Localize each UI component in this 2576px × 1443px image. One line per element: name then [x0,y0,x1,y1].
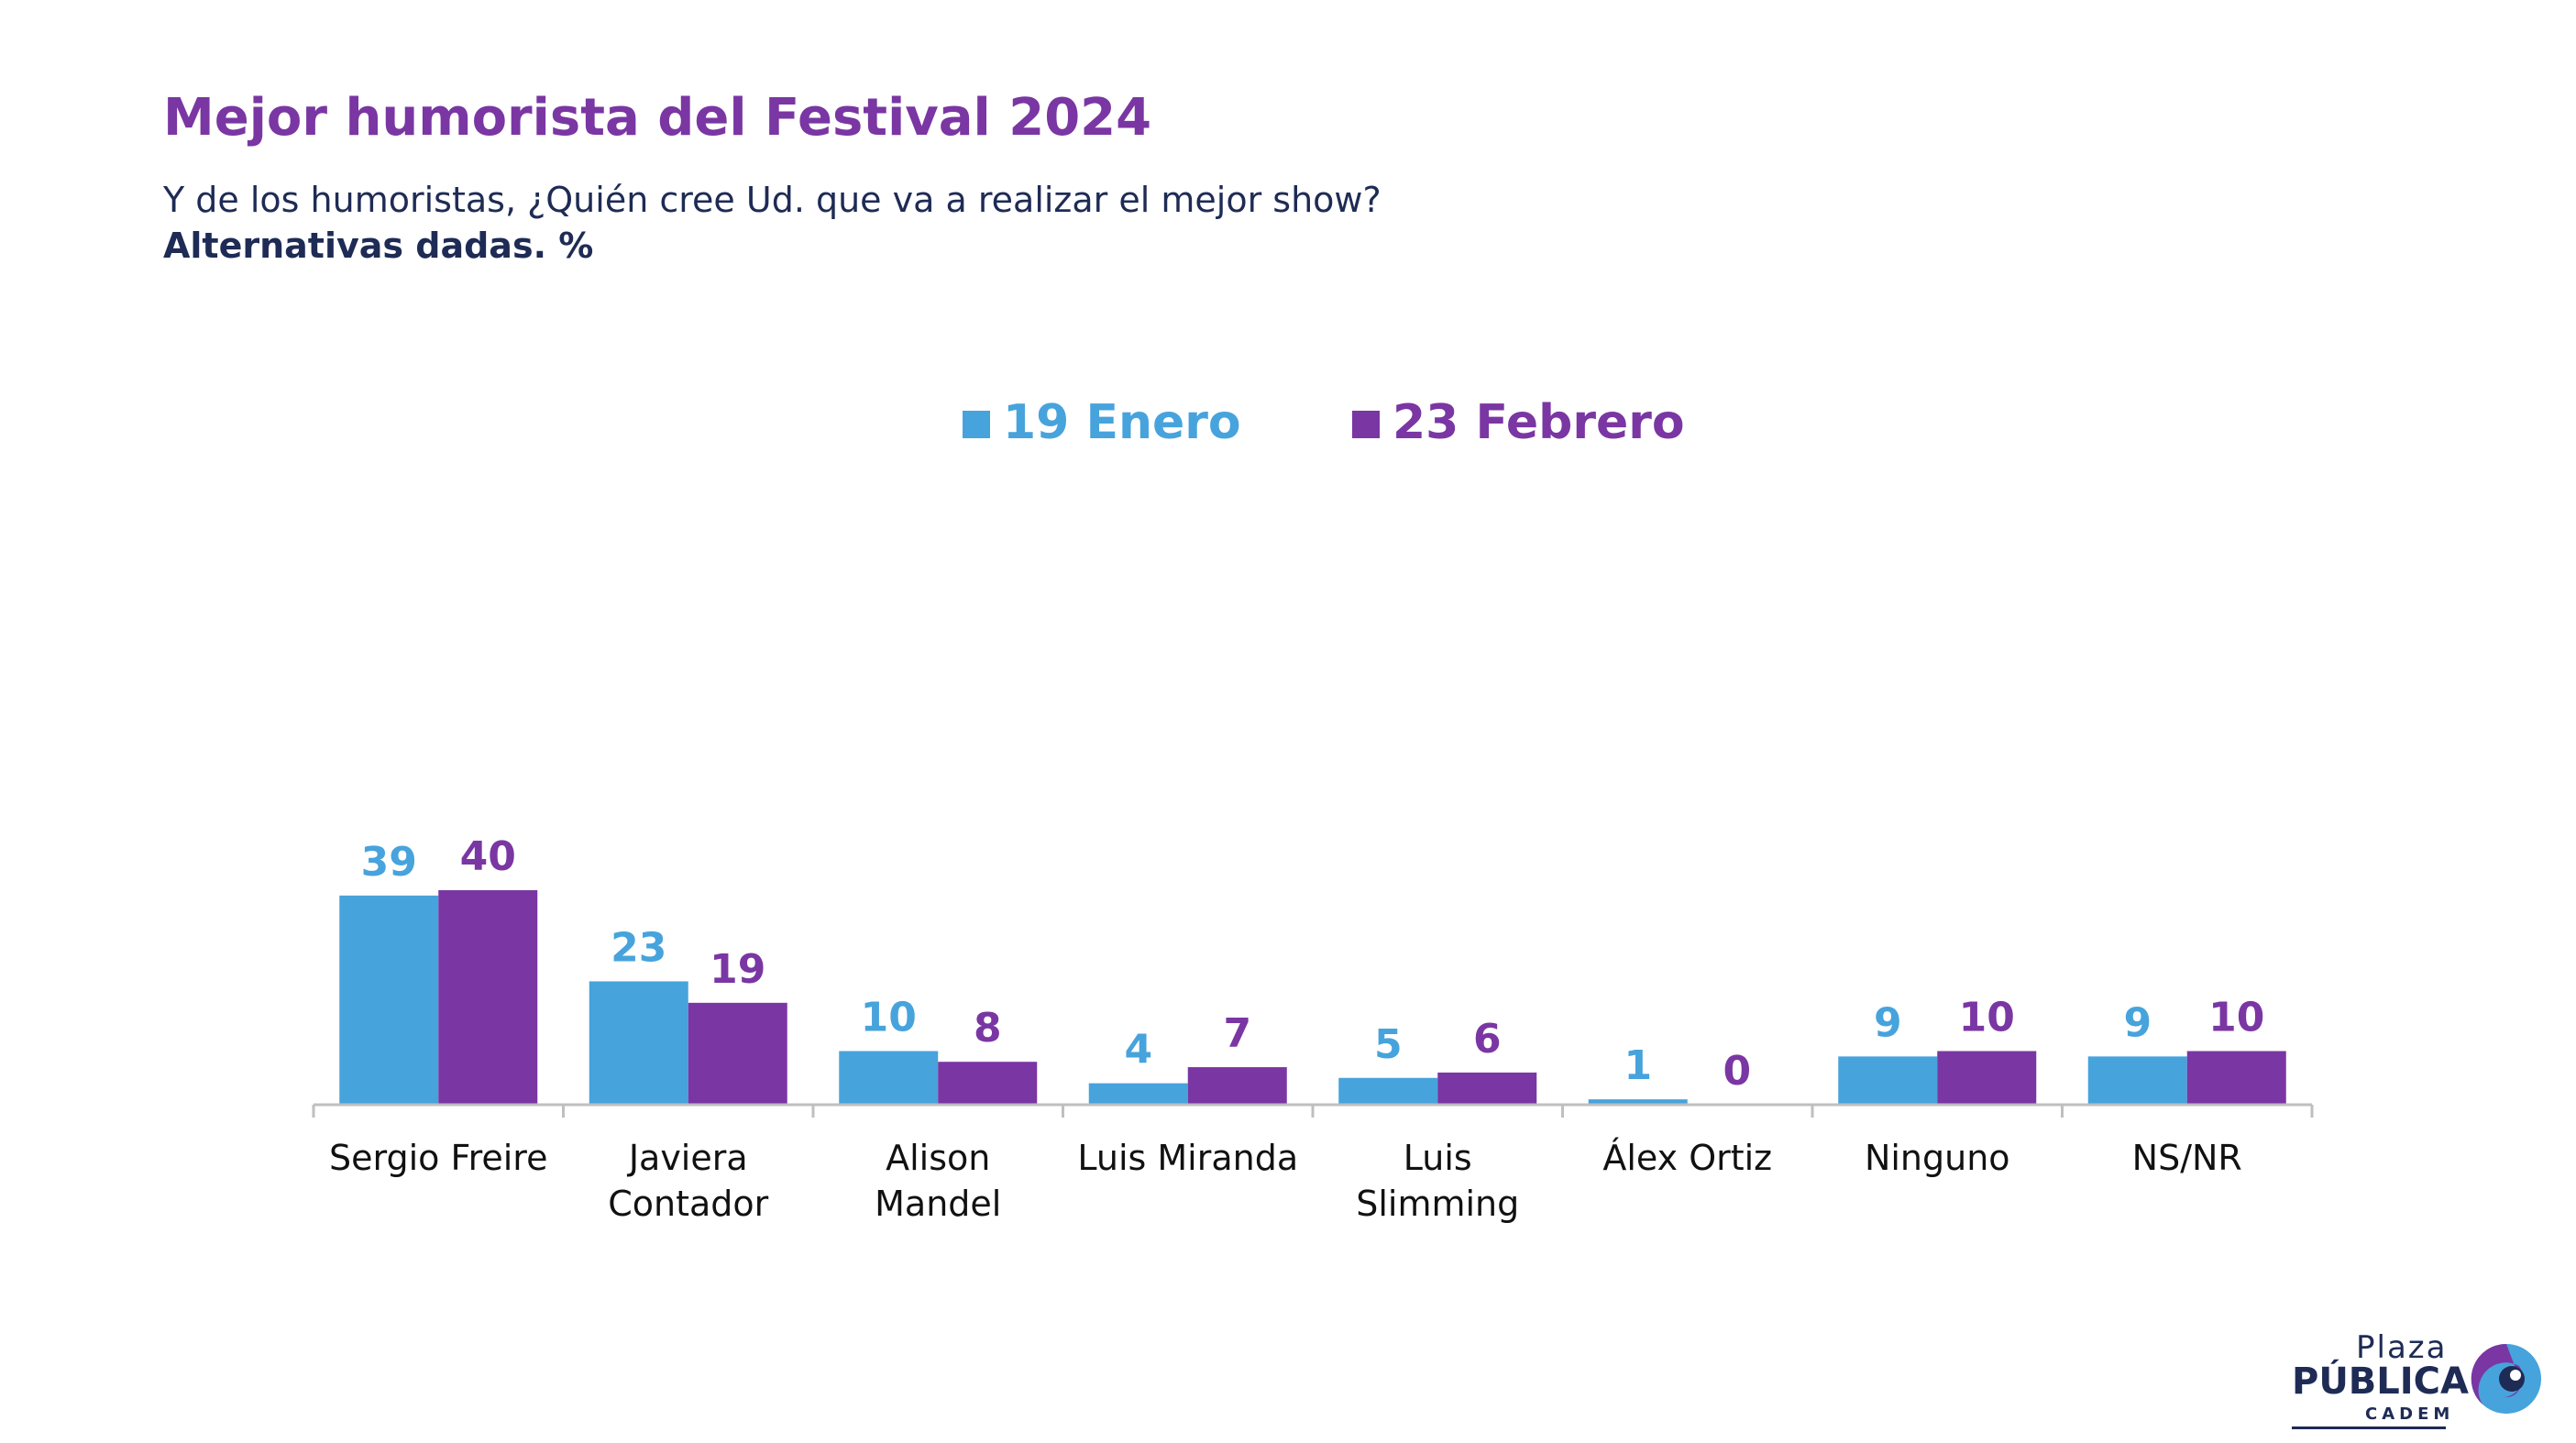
legend: 19 Enero 23 Febrero [963,395,1685,450]
plaza-publica-logo: Plaza PÚBLICA CADEM [2292,1329,2548,1430]
value-label-3-series-2: 8 [974,1005,1002,1052]
logo-underline [2292,1426,2446,1429]
value-label-1-series-2: 40 [460,833,516,880]
value-label-1-series-1: 39 [361,839,417,886]
bar-2-series-2 [688,1002,787,1105]
bar-4-series-2 [1187,1067,1287,1105]
legend-label-1: 19 Enero [1003,395,1241,450]
chart-subtitle: Y de los humoristas, ¿Quién cree Ud. que… [163,180,1382,220]
value-label-6-series-1: 1 [1624,1042,1652,1089]
category-label-8: NS/NR [2132,1138,2242,1178]
logo-publica-text: PÚBLICA [2292,1360,2469,1403]
value-label-4-series-1: 4 [1124,1027,1152,1074]
logo-plaza-text: Plaza [2356,1329,2448,1366]
value-label-2-series-1: 23 [611,924,666,971]
bar-4-series-1 [1088,1083,1188,1105]
value-label-3-series-1: 10 [861,995,917,1041]
logo-cadem-text: CADEM [2365,1404,2455,1424]
bar-3-series-2 [938,1062,1038,1105]
bar-5-series-2 [1437,1072,1537,1105]
value-label-5-series-2: 6 [1473,1016,1502,1063]
category-label-3: Alison Mandel [875,1138,1001,1224]
legend-swatch-2 [1352,411,1380,438]
bar-1-series-1 [339,895,439,1105]
bar-8-series-2 [2186,1051,2286,1105]
value-label-7-series-1: 9 [1874,999,1902,1046]
bar-6-series-1 [1588,1099,1688,1105]
value-label-2-series-2: 19 [710,946,765,993]
bar-1-series-2 [438,890,538,1105]
category-labels: Sergio Freire Javiera Contador Alison Mandel… [329,1138,2242,1224]
chart-note: Alternativas dadas. % [163,226,594,266]
category-label-5: Luis Slimming [1356,1138,1519,1224]
category-label-6: Álex Ortiz [1602,1138,1772,1178]
category-label-1: Sergio Freire [329,1138,547,1178]
value-label-8-series-2: 10 [2208,995,2264,1041]
legend-label-2: 23 Febrero [1393,395,1685,450]
x-axis [312,1103,2314,1118]
category-label-4: Luis Miranda [1077,1138,1298,1178]
value-label-6-series-2: 0 [1723,1048,1751,1095]
value-label-5-series-1: 5 [1374,1021,1403,1068]
value-label-8-series-1: 9 [2123,999,2152,1046]
bar-5-series-1 [1338,1077,1438,1105]
category-label-7: Ninguno [1865,1138,2010,1178]
bar-7-series-2 [1937,1051,2037,1105]
logo-swirl-icon [2471,1343,2541,1414]
bars [339,890,2286,1105]
bar-2-series-1 [589,981,688,1105]
legend-swatch-1 [963,411,990,438]
bar-7-series-1 [1838,1056,1938,1105]
chart-title: Mejor humorista del Festival 2024 [163,88,1152,148]
bar-3-series-1 [839,1051,939,1105]
bar-8-series-1 [2087,1056,2187,1105]
value-label-4-series-2: 7 [1223,1010,1251,1057]
value-label-7-series-2: 10 [1959,995,2015,1041]
category-label-2: Javiera Contador [608,1138,768,1224]
